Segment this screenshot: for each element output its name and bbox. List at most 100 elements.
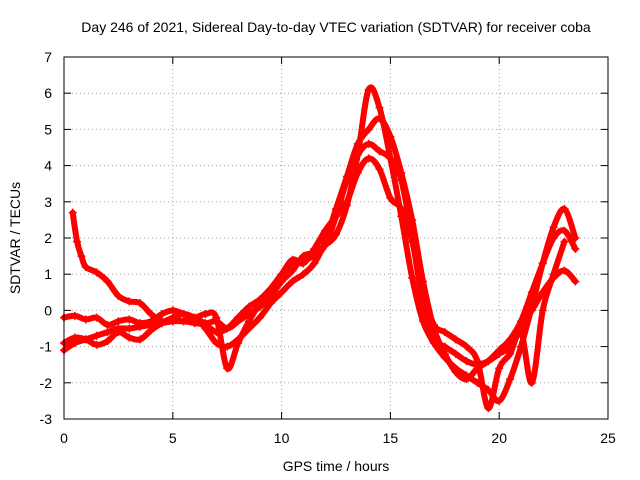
y-tick-label: 0	[44, 302, 52, 318]
data-point-marker	[157, 317, 166, 326]
data-point-marker	[299, 259, 308, 268]
data-point-marker	[103, 320, 112, 329]
data-point-marker	[375, 103, 384, 112]
chart-title: Day 246 of 2021, Sidereal Day-to-day VTE…	[81, 19, 591, 35]
data-point-marker	[397, 168, 406, 177]
data-point-marker	[125, 324, 134, 333]
data-point-marker	[484, 404, 493, 413]
y-tick-label: -3	[40, 411, 53, 427]
data-point-marker	[136, 299, 145, 308]
data-point-marker	[451, 364, 460, 373]
data-point-marker	[408, 215, 417, 224]
data-point-marker	[125, 333, 134, 342]
data-point-marker	[234, 338, 243, 347]
data-point-marker	[332, 212, 340, 221]
data-point-marker	[147, 317, 156, 326]
data-point-marker	[571, 277, 580, 286]
data-point-marker	[114, 317, 123, 326]
data-point-marker	[560, 205, 569, 214]
data-point-marker	[516, 328, 525, 337]
data-point-marker	[190, 313, 199, 322]
data-point-marker	[342, 172, 351, 181]
data-point-marker	[495, 364, 504, 373]
data-point-marker	[299, 252, 308, 261]
data-point-marker	[451, 335, 460, 344]
data-point-marker	[288, 255, 297, 264]
data-point-marker	[234, 317, 243, 326]
data-point-marker	[495, 396, 504, 405]
data-point-marker	[462, 371, 471, 380]
data-point-marker	[255, 299, 264, 308]
y-tick-label: 5	[44, 121, 52, 137]
data-point-marker	[549, 270, 558, 279]
data-point-marker	[92, 268, 101, 277]
y-tick-label: 6	[44, 85, 52, 101]
data-point-marker	[125, 297, 134, 306]
data-point-marker	[495, 346, 504, 355]
data-point-marker	[364, 85, 373, 94]
x-tick-label: 0	[60, 430, 68, 446]
data-point-marker	[168, 306, 177, 315]
data-point-marker	[92, 340, 101, 349]
data-point-marker	[429, 320, 438, 329]
y-axis-label: SDTVAR / TECUs	[7, 182, 23, 294]
plot-area-frame	[63, 56, 609, 420]
data-point-marker	[266, 284, 275, 293]
data-point-marker	[201, 310, 210, 319]
data-point-marker	[419, 288, 428, 297]
x-axis-label: GPS time / hours	[283, 458, 390, 474]
data-point-marker	[92, 331, 101, 340]
x-tick-label: 5	[169, 430, 177, 446]
data-point-marker	[310, 244, 319, 253]
data-point-marker	[440, 328, 449, 337]
y-tick-labels: -3 -2 -1 0 1 2 3 4 5 6 7	[40, 49, 53, 427]
data-point-marker	[77, 252, 86, 261]
x-tick-label: 25	[600, 430, 616, 446]
data-point-marker	[419, 317, 428, 326]
data-point-marker	[429, 338, 438, 347]
data-point-marker	[353, 168, 362, 177]
data-point-marker	[223, 364, 232, 373]
grid-lines	[64, 57, 608, 419]
data-point-marker	[223, 324, 232, 333]
data-point-marker	[386, 194, 395, 203]
data-point-marker	[440, 353, 449, 362]
data-point-marker	[114, 291, 123, 300]
data-point-marker	[364, 154, 373, 163]
data-point-marker	[516, 317, 525, 326]
data-series	[60, 84, 580, 413]
data-point-marker	[81, 262, 90, 271]
data-point-marker	[342, 197, 351, 206]
y-tick-label: -2	[40, 375, 53, 391]
data-point-marker	[408, 237, 417, 246]
data-point-marker	[538, 259, 547, 268]
y-tick-label: 4	[44, 158, 52, 174]
data-point-marker	[179, 310, 188, 319]
data-point-marker	[549, 223, 558, 232]
x-tick-label: 15	[383, 430, 399, 446]
data-point-marker	[201, 319, 210, 328]
data-point-marker	[299, 270, 308, 279]
data-point-marker	[179, 317, 188, 326]
data-point-marker	[103, 277, 112, 286]
x-tick-labels: 0 5 10 15 20 25	[60, 430, 616, 446]
data-point-marker	[288, 277, 297, 286]
data-point-marker	[408, 273, 417, 282]
data-point-marker	[321, 241, 330, 250]
data-point-marker	[473, 357, 482, 366]
y-tick-label: 2	[44, 230, 52, 246]
data-point-marker	[527, 302, 536, 311]
data-point-marker	[375, 147, 384, 156]
data-point-marker	[244, 317, 253, 326]
data-point-marker	[81, 335, 90, 344]
y-tick-label: -1	[40, 339, 53, 355]
data-point-marker	[484, 357, 493, 366]
data-point-marker	[168, 313, 177, 322]
data-point-marker	[212, 313, 221, 322]
data-point-marker	[321, 226, 330, 235]
data-point-marker	[255, 313, 264, 322]
data-point-marker	[451, 349, 460, 358]
data-point-marker	[364, 125, 373, 134]
data-point-marker	[571, 234, 580, 242]
data-point-marker	[103, 337, 112, 346]
